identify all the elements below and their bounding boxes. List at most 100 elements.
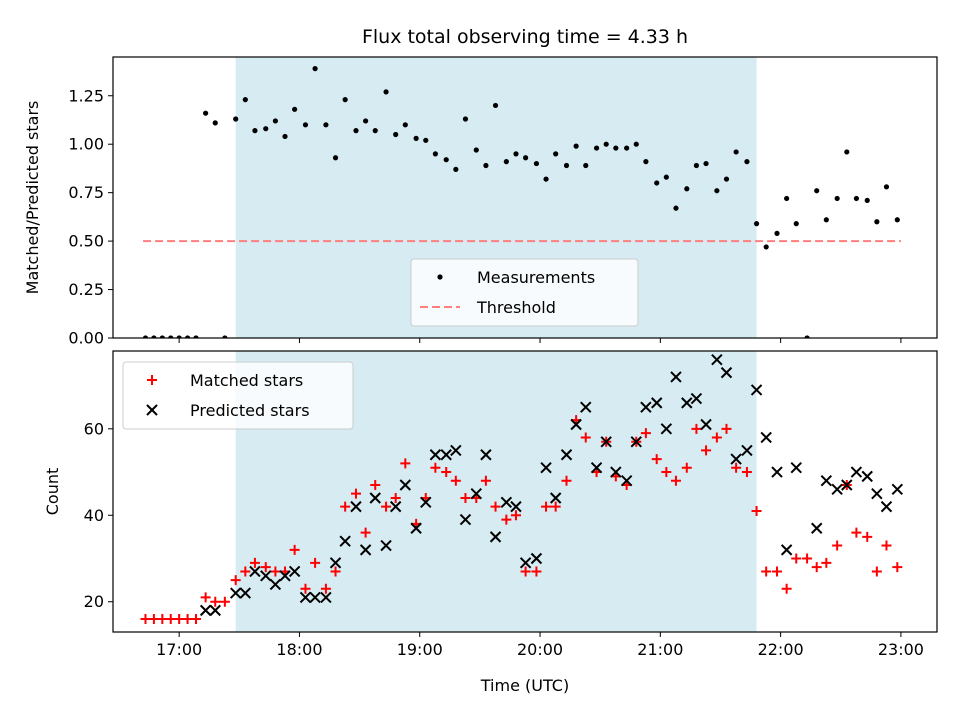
matched-point	[260, 562, 271, 573]
x-tick-label: 17:00	[156, 640, 202, 659]
x-tick-label: 22:00	[758, 640, 804, 659]
predicted-point	[700, 418, 712, 431]
x-tick-label: 23:00	[878, 640, 924, 659]
matched-point	[802, 553, 813, 564]
predicted-point	[279, 570, 291, 582]
matched-point	[441, 467, 452, 478]
predicted-point	[811, 522, 823, 534]
predicted-point	[500, 496, 513, 509]
measurement-point	[372, 128, 378, 134]
measurement-point	[834, 195, 840, 202]
predicted-point	[199, 604, 212, 617]
measurement-point	[784, 195, 790, 202]
measurement-point	[151, 335, 157, 338]
measurement-point	[252, 128, 258, 134]
predicted-point	[410, 522, 422, 534]
matched-point	[791, 553, 802, 564]
measurement-point	[613, 145, 619, 151]
predicted-point	[651, 397, 663, 409]
predicted-point	[820, 474, 833, 487]
measurement-point	[733, 149, 739, 155]
matched-point	[360, 527, 371, 538]
matched-point	[811, 562, 822, 573]
y-axis-label: Count	[43, 468, 62, 516]
predicted-point	[590, 462, 603, 474]
measurement-point	[804, 335, 810, 338]
measurement-point	[272, 118, 278, 124]
predicted-point	[480, 449, 492, 461]
matched-point	[881, 540, 892, 551]
predicted-point	[519, 557, 532, 569]
measurement-point	[633, 141, 639, 147]
measurement-point	[503, 159, 509, 165]
measurement-point	[413, 135, 419, 141]
measurement-point	[593, 145, 600, 151]
measurement-point	[168, 335, 174, 338]
matched-point	[731, 462, 742, 473]
predicted-point	[850, 466, 863, 478]
predicted-point	[459, 513, 472, 526]
predicted-point	[741, 444, 753, 457]
predicted-point	[610, 466, 622, 478]
measurement-point	[142, 335, 149, 338]
predicted-point	[510, 500, 522, 513]
predicted-point	[730, 453, 742, 465]
matched-point	[490, 501, 501, 512]
predicted-point	[350, 500, 362, 513]
predicted-point	[720, 366, 733, 379]
measurement-point	[673, 205, 679, 211]
predicted-point	[359, 544, 372, 556]
predicted-point	[630, 436, 642, 448]
y-tick-label: 0.25	[68, 280, 104, 299]
measurement-point	[443, 157, 449, 163]
predicted-point	[269, 578, 282, 591]
legend-box	[122, 361, 354, 430]
matched-point	[157, 614, 168, 625]
y-tick-label: 60	[84, 419, 104, 438]
matched-point	[480, 475, 491, 486]
measurement-point	[483, 162, 489, 169]
matched-point	[460, 492, 471, 503]
predicted-point	[871, 487, 883, 500]
predicted-point	[600, 436, 612, 448]
matched-point	[832, 540, 843, 551]
legend: Measurements Threshold	[410, 258, 639, 327]
predicted-point	[299, 591, 312, 604]
matched-point	[531, 566, 542, 577]
ratio-panel: 0.00 0.25 0.50 0.75 1.00 1.25 Matched/Predicte…	[23, 56, 938, 348]
measurement-point	[302, 122, 309, 128]
predicted-point	[288, 565, 301, 578]
matched-point	[821, 557, 832, 568]
matched-point	[400, 458, 411, 469]
measurement-point	[823, 217, 829, 223]
predicted-point	[771, 466, 783, 478]
y-tick-label: 40	[84, 506, 104, 525]
x-axis-label: Time (UTC)	[480, 676, 569, 695]
predicted-point	[309, 591, 321, 604]
legend-measurement-marker	[437, 274, 443, 280]
matched-point	[330, 566, 341, 577]
matched-point	[541, 501, 552, 512]
measurement-point	[402, 122, 408, 128]
matched-point	[370, 480, 381, 491]
measurement-point	[643, 159, 649, 165]
predicted-point	[450, 444, 462, 457]
matched-point	[300, 583, 311, 594]
y-tick-label: 1.25	[68, 86, 104, 105]
matched-point	[289, 544, 300, 555]
predicted-point	[660, 423, 673, 435]
matched-point	[871, 566, 882, 577]
predicted-point	[750, 384, 763, 396]
matched-point	[191, 614, 202, 625]
matched-point	[390, 492, 401, 503]
predicted-point	[681, 397, 693, 409]
matched-point	[340, 501, 351, 512]
measurement-point	[184, 335, 191, 338]
legend-matched-marker	[147, 375, 157, 385]
matched-point	[174, 614, 185, 625]
series-predicted-stars	[199, 353, 904, 617]
matched-point	[751, 505, 762, 516]
legend-box	[410, 258, 639, 327]
predicted-point	[670, 371, 682, 383]
